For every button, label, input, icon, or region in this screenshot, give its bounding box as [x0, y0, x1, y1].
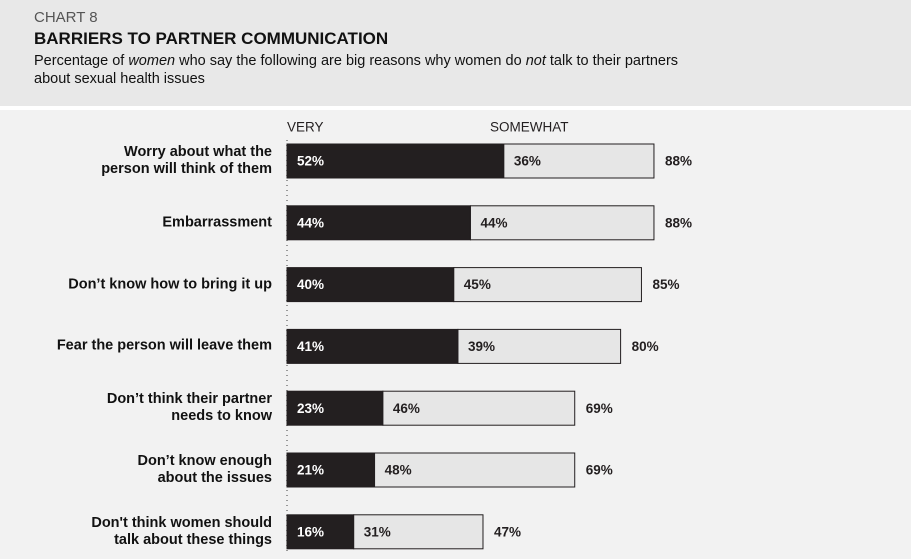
category-label: Embarrassment — [162, 214, 272, 231]
bar-segment — [286, 205, 471, 241]
value-label: 45% — [464, 277, 491, 292]
header: CHART 8 BARRIERS TO PARTNER COMMUNICATIO… — [0, 0, 911, 106]
value-label: 46% — [393, 401, 420, 416]
total-label: 69% — [586, 463, 613, 478]
bar-segment — [457, 328, 622, 364]
subtitle: Percentage of women who say the followin… — [34, 52, 854, 88]
category-label: Don’t know how to bring it up — [68, 276, 272, 293]
bar-segment — [469, 205, 655, 241]
subtitle-part: not — [525, 53, 546, 69]
total-label: 47% — [494, 524, 521, 539]
bar-segment — [382, 390, 576, 426]
subtitle-part: talk to their partners about sexual heal… — [34, 53, 679, 87]
total-label: 85% — [652, 277, 679, 292]
value-label: 48% — [385, 463, 412, 478]
bar-segment — [453, 267, 642, 303]
category-label: Don’t think their partner needs to know — [106, 391, 272, 425]
total-label: 88% — [665, 154, 692, 169]
subtitle-part: Percentage of — [34, 53, 125, 69]
category-label: Don’t know enough about the issues — [137, 453, 272, 486]
total-label: 69% — [586, 401, 613, 416]
category-label: Fear the person will leave them — [56, 337, 272, 354]
legend-label: VERY — [287, 120, 324, 135]
kicker: CHART 8 — [34, 9, 98, 26]
plot-area: VERY SOMEWHAT 52% 36% 88% 44% 44% 88% 40% 45% 85% 4… — [0, 110, 911, 559]
value-label: 39% — [468, 339, 495, 354]
bar-segment — [286, 143, 505, 179]
value-label: 21% — [297, 463, 324, 478]
value-label: 40% — [297, 277, 324, 292]
chart-title: BARRIERS TO PARTNER COMMUNICATION — [34, 29, 389, 48]
bar-segment — [286, 390, 384, 426]
value-label: 36% — [514, 154, 541, 169]
subtitle-part: women — [128, 53, 176, 69]
legend-label: SOMEWHAT — [490, 120, 569, 135]
bar-segment — [503, 143, 655, 179]
value-label: 16% — [297, 524, 324, 539]
bar-segment — [286, 514, 355, 550]
bar-segment — [286, 267, 455, 303]
value-label: 52% — [297, 154, 324, 169]
bar-segment — [374, 452, 576, 488]
value-label: 31% — [364, 524, 391, 539]
category-label: Worry about what the person will think o… — [101, 144, 272, 177]
subtitle-part: who say the following are big reasons wh… — [179, 53, 522, 69]
chart: VERY SOMEWHAT 52% 36% 88% 44% 44% 88% 40% 45% 85% 4… — [286, 120, 692, 552]
bar-segment — [286, 328, 459, 364]
bar-segment — [353, 514, 484, 550]
value-label: 44% — [297, 215, 324, 230]
total-label: 80% — [632, 339, 659, 354]
value-label: 41% — [297, 339, 324, 354]
value-label: 44% — [480, 215, 507, 230]
category-label: Don't think women should talk about thes… — [91, 514, 272, 548]
total-label: 88% — [665, 215, 692, 230]
value-label: 23% — [297, 401, 324, 416]
